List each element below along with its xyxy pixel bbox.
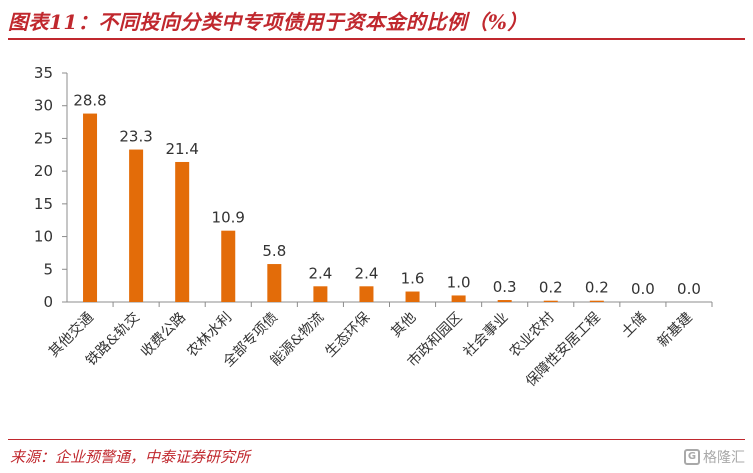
watermark-logo-icon: G (684, 449, 700, 465)
x-tick-label: 生态环保 (322, 310, 373, 361)
y-tick-label: 20 (34, 162, 53, 180)
x-tick-label: 其他 (388, 310, 419, 341)
data-label: 2.4 (355, 264, 379, 282)
data-label: 21.4 (165, 140, 198, 158)
bar (221, 230, 236, 302)
x-tick-label: 新基建 (654, 309, 696, 351)
data-label: 0.0 (677, 280, 701, 298)
data-label: 23.3 (119, 128, 152, 146)
data-label: 0.2 (539, 279, 563, 297)
source-note: 来源：企业预警通，中泰证券研究所 (10, 448, 251, 466)
bar (83, 113, 98, 303)
chart-title: 图表11：不同投向分类中专项债用于资本金的比例（%） (8, 10, 528, 34)
data-label: 28.8 (73, 92, 106, 110)
data-label: 5.8 (262, 242, 286, 260)
data-label: 10.9 (212, 209, 245, 227)
y-tick-label: 10 (34, 228, 53, 246)
data-label: 1.6 (401, 270, 425, 288)
source-divider (8, 439, 745, 440)
x-tick-label: 土储 (619, 310, 650, 341)
y-tick-label: 35 (34, 64, 53, 82)
bar (175, 161, 190, 302)
bar (267, 264, 282, 302)
bar (451, 295, 466, 302)
bar (589, 300, 604, 302)
y-tick-label: 25 (34, 129, 53, 147)
data-label: 0.0 (631, 280, 655, 298)
watermark: G 格隆汇 (684, 446, 745, 468)
y-tick-label: 15 (34, 195, 53, 213)
bar (359, 286, 374, 302)
bar (543, 300, 558, 302)
x-tick-label: 社会事业 (461, 310, 512, 361)
bar (497, 300, 512, 302)
y-tick-label: 5 (43, 260, 53, 278)
bar (405, 291, 420, 302)
bar-chart: 0510152025303528.8其他交通23.3铁路&轨交21.4收费公路1… (34, 64, 713, 390)
data-label: 0.2 (585, 279, 609, 297)
bar (313, 286, 328, 302)
data-label: 1.0 (447, 273, 471, 291)
y-tick-label: 0 (43, 293, 53, 311)
data-label: 0.3 (493, 278, 517, 296)
watermark-text: 格隆汇 (703, 450, 745, 466)
title-divider (8, 38, 745, 40)
y-tick-label: 30 (34, 97, 53, 115)
data-label: 2.4 (308, 264, 332, 282)
x-tick-label: 收费公路 (138, 310, 189, 361)
bar (129, 149, 144, 302)
